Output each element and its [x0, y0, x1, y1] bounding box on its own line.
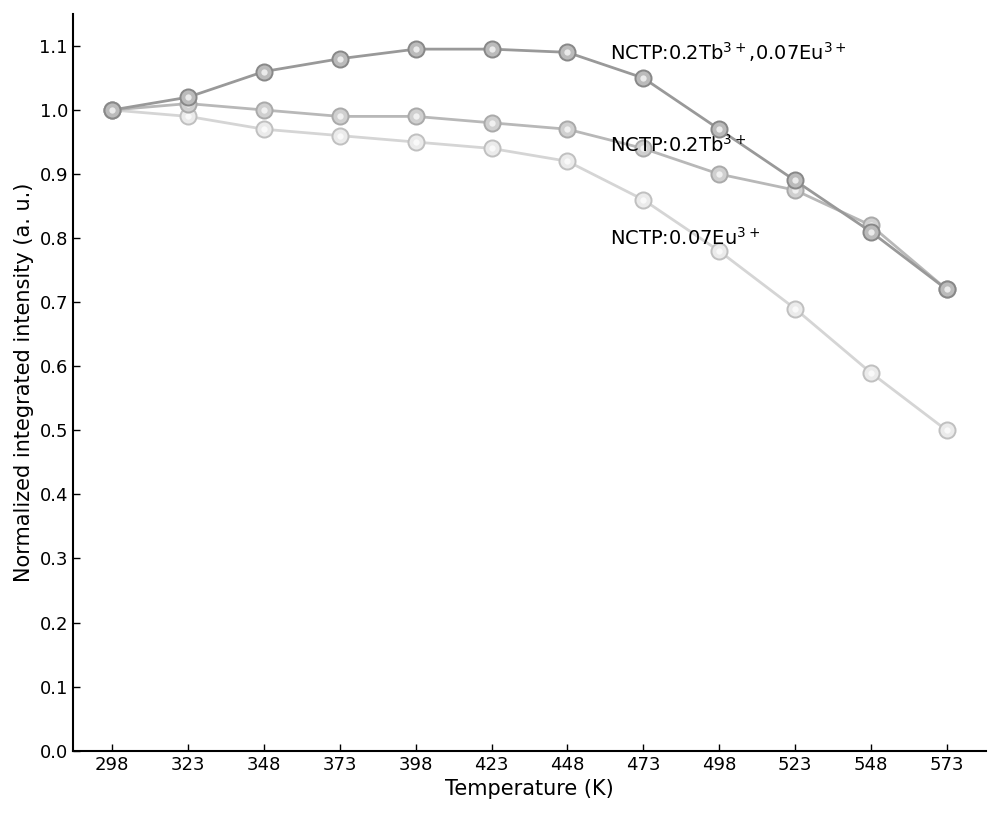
X-axis label: Temperature (K): Temperature (K) [445, 779, 614, 799]
Text: NCTP:0.07Eu$^{3+}$: NCTP:0.07Eu$^{3+}$ [610, 227, 760, 249]
Text: NCTP:0.2Tb$^{3+}$,0.07Eu$^{3+}$: NCTP:0.2Tb$^{3+}$,0.07Eu$^{3+}$ [610, 41, 846, 64]
Text: NCTP:0.2Tb$^{3+}$: NCTP:0.2Tb$^{3+}$ [610, 134, 746, 156]
Y-axis label: Normalized integrated intensity (a. u.): Normalized integrated intensity (a. u.) [14, 183, 34, 582]
